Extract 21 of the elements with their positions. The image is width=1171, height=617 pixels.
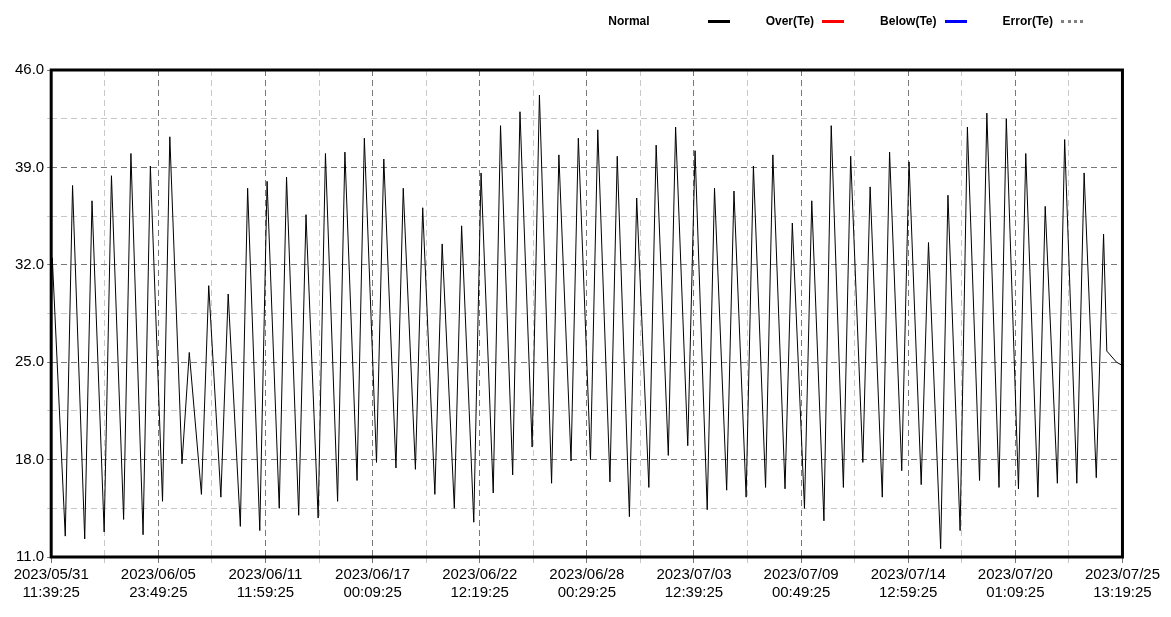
y-tick-label: 25.0 [14, 352, 45, 370]
x-tick-label: 2023/07/03 12:39:25 [656, 565, 732, 601]
legend-label: Below(Te) [880, 14, 937, 28]
x-tick-label: 2023/06/17 00:09:25 [335, 565, 411, 601]
legend-label: Over(Te) [765, 14, 815, 28]
y-tick-label: 46.0 [14, 60, 45, 78]
x-tick-label: 2023/07/25 13:19:25 [1084, 565, 1160, 601]
x-tick-label: 2023/05/31 11:39:25 [13, 565, 89, 601]
y-tick-label: 11.0 [16, 547, 45, 565]
y-tick-label: 39.0 [14, 157, 45, 175]
y-tick-label: 32.0 [14, 254, 45, 272]
x-tick-label: 2023/06/22 12:19:25 [442, 565, 518, 601]
x-tick-label: 2023/06/11 11:59:25 [228, 565, 303, 601]
x-tick-label: 2023/06/05 23:49:25 [120, 565, 196, 601]
legend-label: Error(Te) [1002, 14, 1053, 28]
x-tick-label: 2023/07/09 00:49:25 [763, 565, 839, 601]
x-tick-label: 2023/07/14 12:59:25 [870, 565, 946, 601]
y-tick-label: 18.0 [14, 449, 45, 467]
text: Normal [608, 14, 650, 28]
x-tick-label: 2023/06/28 00:29:25 [549, 565, 625, 601]
x-tick-label: 2023/07/20 01:09:25 [977, 565, 1053, 601]
